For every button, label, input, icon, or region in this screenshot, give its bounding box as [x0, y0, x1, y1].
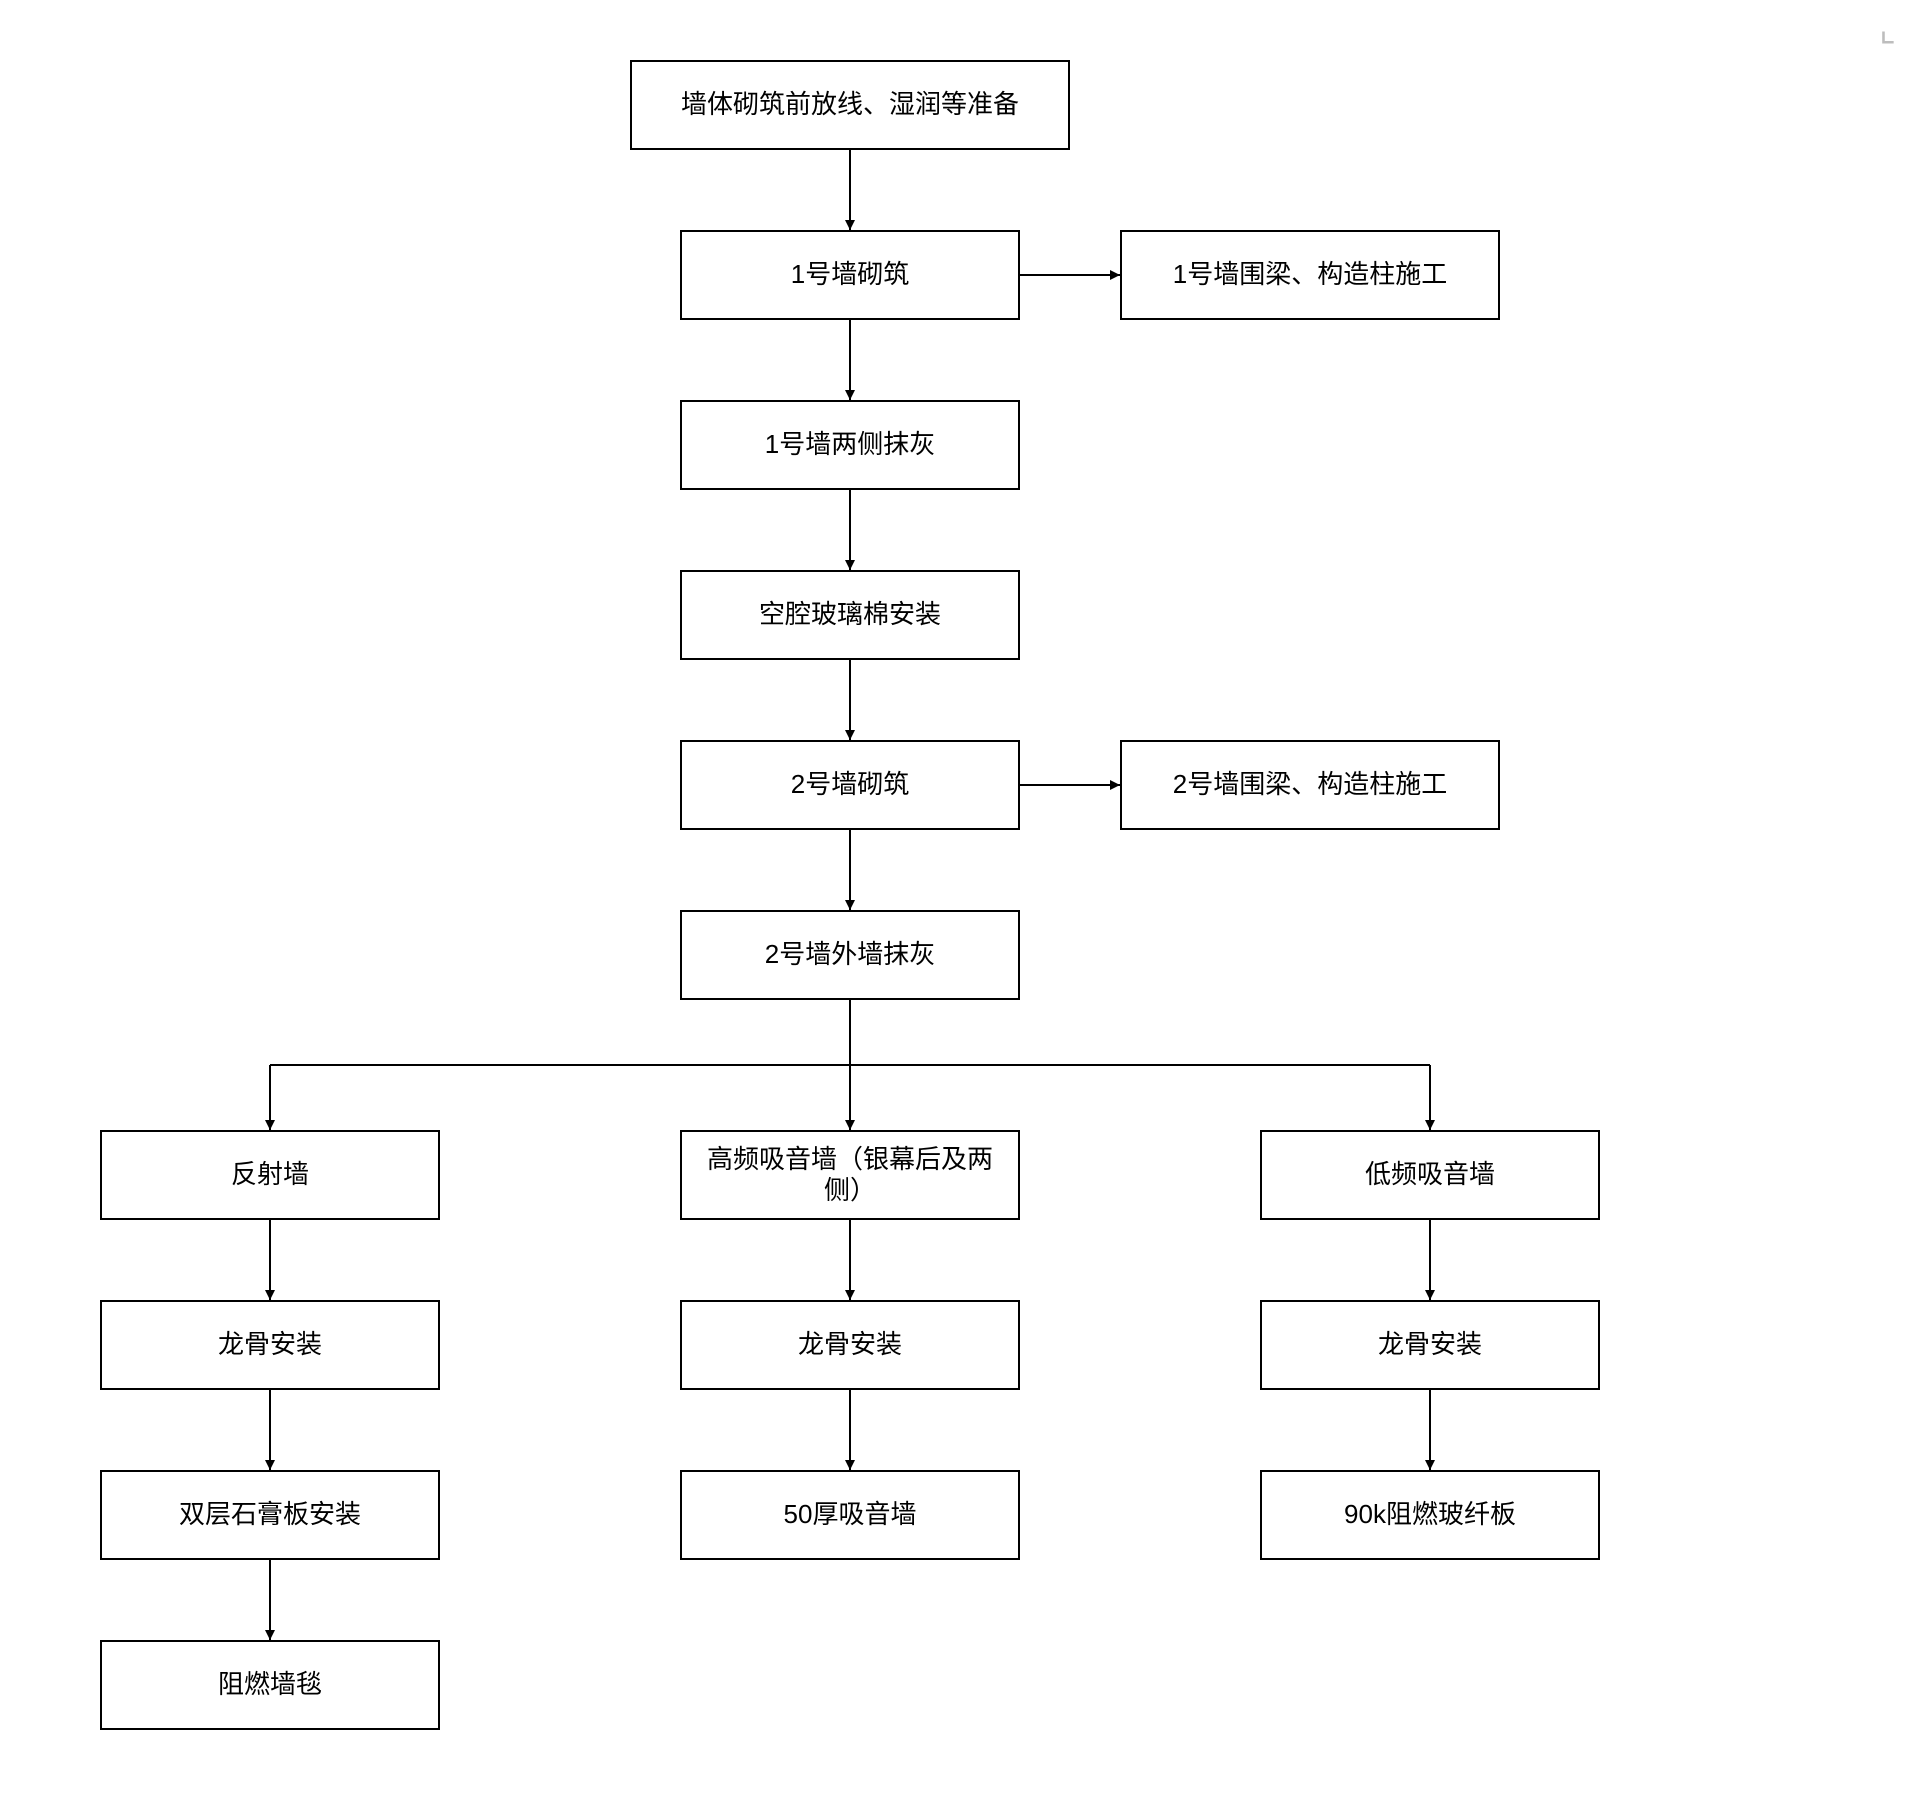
- flow-node-c3: 90k阻燃玻纤板: [1260, 1470, 1600, 1560]
- flow-node-n2: 1号墙砌筑: [680, 230, 1020, 320]
- flow-node-n1: 墙体砌筑前放线、湿润等准备: [630, 60, 1070, 150]
- flow-node-b3: 50厚吸音墙: [680, 1470, 1020, 1560]
- flow-node-b2: 龙骨安装: [680, 1300, 1020, 1390]
- flow-node-a1: 反射墙: [100, 1130, 440, 1220]
- flow-node-b1: 高频吸音墙（银幕后及两侧）: [680, 1130, 1020, 1220]
- flow-node-c2: 龙骨安装: [1260, 1300, 1600, 1390]
- flow-node-n5b: 2号墙围梁、构造柱施工: [1120, 740, 1500, 830]
- flow-node-a3: 双层石膏板安装: [100, 1470, 440, 1560]
- flow-node-n4: 空腔玻璃棉安装: [680, 570, 1020, 660]
- flow-node-n6: 2号墙外墙抹灰: [680, 910, 1020, 1000]
- flow-node-n2b: 1号墙围梁、构造柱施工: [1120, 230, 1500, 320]
- flowchart-canvas: ⌞ 墙体砌筑前放线、湿润等准备 1号墙砌筑 1号墙围梁、构造柱施工 1号墙两侧抹灰空腔…: [0, 0, 1916, 1812]
- flow-node-n3: 1号墙两侧抹灰: [680, 400, 1020, 490]
- flow-node-n5: 2号墙砌筑: [680, 740, 1020, 830]
- corner-mark: ⌞: [1879, 8, 1896, 50]
- flow-node-a4: 阻燃墙毯: [100, 1640, 440, 1730]
- flow-node-a2: 龙骨安装: [100, 1300, 440, 1390]
- flow-node-c1: 低频吸音墙: [1260, 1130, 1600, 1220]
